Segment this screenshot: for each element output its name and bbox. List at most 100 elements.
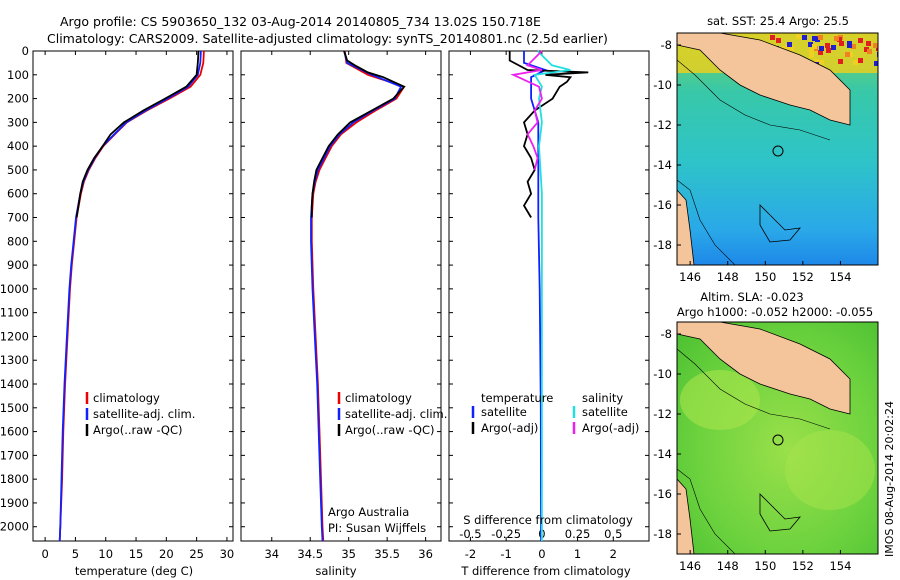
difference-xlabel: T difference from climatology: [460, 564, 631, 578]
temperature-tick-label: 0: [41, 547, 48, 561]
legend-label-climatology: climatology: [93, 391, 160, 405]
sst-pixel: [789, 46, 794, 51]
difference-xlabel-top: S difference from climatology: [463, 513, 633, 527]
map-y-tick-label: -8: [661, 327, 672, 341]
sst-pixel: [845, 52, 850, 57]
depth-tick-label: 1400: [0, 377, 29, 391]
depth-tick-label: 1900: [0, 496, 29, 510]
sst-map-axes: 146 148 150 152 154 -8 -10 -12 -14 -16 -18: [653, 38, 851, 284]
map-x-tick-label: 148: [717, 270, 739, 284]
sla-high-patch: [680, 370, 760, 430]
sla-land-australia: [677, 478, 695, 554]
depth-tick-label: 1300: [0, 353, 29, 367]
temperature-tick-label: 20: [159, 547, 174, 561]
sst-pixel: [876, 46, 878, 51]
sst-map-title: sat. SST: 25.4 Argo: 25.5: [707, 14, 849, 28]
difference-tick-label: 2: [610, 547, 617, 561]
legend-label-satellite: satellite-adj. clim.: [93, 407, 195, 421]
map-x-tick-label: 150: [754, 559, 776, 573]
salinity-legend: climatology satellite-adj. clim. Argo(..…: [328, 391, 447, 535]
depth-tick-label: 600: [7, 187, 29, 201]
difference-series: [508, 50, 589, 542]
header-line1: Argo profile: CS 5903650_132 03-Aug-2014…: [60, 14, 541, 29]
temperature-x-axis: 0 5 10 15 20 25 30: [41, 51, 234, 561]
sst-pixel: [814, 59, 819, 64]
depth-tick-label: 100: [7, 68, 29, 82]
sst-pixel: [812, 36, 817, 41]
difflines-t-argo: [508, 51, 589, 218]
map-x-tick-label: 154: [829, 559, 851, 573]
temperature-tick-label: 25: [189, 547, 204, 561]
temperature-panel: [32, 50, 234, 542]
sla-reef-outline: [759, 493, 801, 532]
org-label: Argo Australia: [328, 505, 409, 519]
sst-argo-marker: [772, 145, 784, 157]
legend-label-argo: Argo(..raw -QC): [345, 423, 435, 437]
sla-map-frame: [676, 321, 879, 555]
sst-pixel: [812, 44, 817, 49]
pi-label: PI: Susan Wijffels: [328, 521, 426, 535]
temperature-tick-label: 5: [72, 547, 79, 561]
sst-pixel: [858, 58, 863, 63]
sst-pixel: [874, 61, 878, 66]
temperature-legend: climatology satellite-adj. clim. Argo(..…: [85, 391, 195, 437]
depth-tick-label: 1000: [0, 282, 29, 296]
sst-pixel: [853, 60, 858, 65]
sst-pixel: [815, 37, 820, 42]
map-y-tick-label: -14: [653, 447, 672, 461]
sst-pixel: [802, 35, 807, 40]
sst-pixel: [808, 42, 813, 47]
sst-land-new-guinea: [677, 33, 851, 126]
map-y-tick-label: -12: [653, 118, 672, 132]
map-y-tick-label: -14: [653, 158, 672, 172]
sst-pixel: [838, 59, 843, 64]
map-x-tick-label: 150: [754, 270, 776, 284]
map-y-tick-label: -18: [653, 527, 672, 541]
depth-tick-label: 500: [7, 163, 29, 177]
sst-pixel: [787, 42, 792, 47]
sla-land-new-guinea: [677, 322, 851, 415]
legend-title-salinity: salinity: [582, 391, 623, 405]
sst-pixel: [782, 46, 787, 51]
sla-map-axes: 146 148 150 152 154 -8 -10 -12 -14 -16 -18: [653, 327, 851, 573]
sla-high-patch-2: [785, 430, 875, 510]
sst-pixel: [867, 49, 872, 54]
header-line2: Climatology: CARS2009. Satellite-adjuste…: [47, 31, 608, 46]
sst-pixel: [839, 41, 844, 46]
depth-tick-label: 0: [22, 44, 29, 58]
depth-tick-label: 200: [7, 92, 29, 106]
sst-pixel: [809, 48, 814, 53]
depth-tick-label: 1200: [0, 329, 29, 343]
difference-tick-label: -1: [500, 547, 511, 561]
map-y-tick-label: -16: [653, 198, 672, 212]
depth-tick-label: 1700: [0, 448, 29, 462]
sst-pixel: [826, 48, 831, 53]
difference-tick-label: 1: [574, 547, 581, 561]
sst-land-australia: [677, 189, 695, 265]
temperature-tick-label: 10: [98, 547, 113, 561]
s-difference-tick-label: 0.5: [604, 527, 622, 541]
map-y-tick-label: -10: [653, 367, 672, 381]
sst-shelf-contour-south: [677, 179, 736, 265]
sst-pixel: [819, 60, 824, 65]
map-y-tick-label: -10: [653, 78, 672, 92]
sst-pixel: [834, 36, 839, 41]
depth-tick-label: 400: [7, 139, 29, 153]
legend-label-s-satellite: satellite: [582, 405, 628, 419]
sst-pixel: [837, 37, 842, 42]
map-x-tick-label: 146: [679, 559, 701, 573]
salinity-tick-label: 35.5: [374, 547, 400, 561]
sla-shelf-contour: [677, 348, 831, 430]
sla-shelf-contour-south: [677, 468, 736, 554]
salinity-series: [310, 50, 406, 542]
sst-pixel: [858, 38, 863, 43]
salinity-tick-label: 34: [264, 547, 279, 561]
salinity-tick-label: 36: [418, 547, 433, 561]
sst-pixel: [776, 38, 781, 43]
sst-pixel: [825, 43, 830, 48]
sallines-argo: [310, 50, 406, 218]
legend-label-argo: Argo(..raw -QC): [93, 423, 183, 437]
legend-label-climatology: climatology: [345, 391, 412, 405]
sst-reef-outline: [759, 204, 801, 243]
